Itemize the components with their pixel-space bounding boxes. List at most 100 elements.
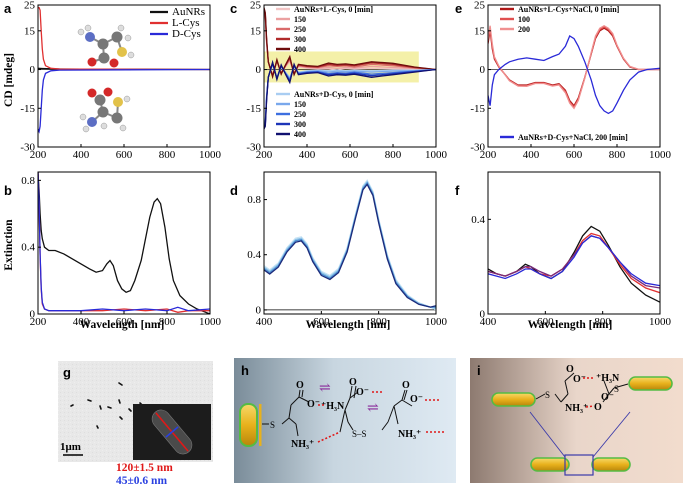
legend-label: 200 <box>518 25 530 34</box>
series-line-b-0 <box>38 173 210 314</box>
series-line-a-2 <box>38 68 210 134</box>
nanorod-h-face <box>259 404 262 446</box>
x-tick-label: 1000 <box>425 149 448 161</box>
series-line-c-4 <box>264 7 436 80</box>
chart-b: 200 400 600 800 1000 0 0.4 0.8 <box>21 171 222 328</box>
cysteine-dimer-structure <box>262 385 413 437</box>
panel-label-g: g <box>63 365 71 380</box>
x-tick-label: 600 <box>566 149 583 161</box>
plot-frame <box>487 171 661 315</box>
x-tick-label: 800 <box>385 149 402 161</box>
chart-a: 200 400 600 800 1000 -30 -15 0 15 25 AuNRsL-CysD-C… <box>20 0 221 161</box>
y-tick-label: 0 <box>30 309 36 321</box>
chart-f: 400 600 800 1000 0 0.4 <box>471 171 672 328</box>
legend-label: L-Cys <box>172 17 200 29</box>
y-tick-label: 0.4 <box>21 242 35 254</box>
h-o-atom-2: O <box>349 377 357 388</box>
x-tick-label: 400 <box>299 149 316 161</box>
x-tick-label: 200 <box>30 149 47 161</box>
i-s-atom-2: S <box>614 384 619 394</box>
h-o-atom-1: O <box>296 380 304 391</box>
h-equilibrium-icon-1: ⇌ <box>319 381 331 396</box>
legend-label: 300 <box>294 35 306 44</box>
x-tick-label: 400 <box>73 316 90 328</box>
ylabel-b: Extinction <box>3 219 15 271</box>
i-nh3: NH₃⁺ <box>565 403 588 414</box>
nanorod-h-icon <box>239 403 258 447</box>
i-o-minus-2: O⁻ <box>601 392 614 403</box>
x-tick-label: 400 <box>256 316 273 328</box>
panel-label-e: e <box>455 1 462 16</box>
y-tick-label: -30 <box>246 142 261 154</box>
nanorod-i-right-icon <box>628 376 673 391</box>
y-tick-label: 15 <box>250 25 262 37</box>
d-cys-molecule-icon <box>79 87 131 133</box>
panel-h-background <box>234 358 456 483</box>
i-o-atom: O <box>566 364 574 375</box>
i-hydrogen-bonds <box>583 377 595 408</box>
legend-label: 400 <box>294 45 306 54</box>
i-o-atom-2: O <box>594 402 602 413</box>
legend-label: 250 <box>294 110 306 119</box>
panel-label-a: a <box>4 1 12 16</box>
plot-frame <box>37 171 211 315</box>
xlabel-f: Wavelength [nm] <box>528 319 613 331</box>
nanorod-i-bottom-right-icon <box>591 457 631 472</box>
y-tick-label: 0 <box>480 64 486 76</box>
x-tick-label: 1000 <box>649 316 672 328</box>
panel-label-h: h <box>241 363 249 378</box>
panel-label-i: i <box>477 363 481 378</box>
nanorod-i-left-icon <box>491 392 536 407</box>
legend-label: 300 <box>294 120 306 129</box>
legend-label: AuNRs+D-Cys, 0 [min] <box>294 90 374 99</box>
y-tick-label: 15 <box>24 25 36 37</box>
y-tick-label: 0.8 <box>21 175 35 187</box>
i-zoom-box <box>564 454 594 476</box>
y-tick-label: 0 <box>480 309 486 321</box>
series-line-a-1 <box>38 6 210 71</box>
panel-label-f: f <box>455 183 460 198</box>
series-line-b-2 <box>38 172 210 312</box>
legend-label: D-Cys <box>172 28 201 40</box>
x-tick-label: 200 <box>30 316 47 328</box>
series-line-f-1 <box>488 232 660 294</box>
legend-label: AuNRs+D-Cys+NaCl, 200 [min] <box>518 133 628 142</box>
legend-label: AuNRs+L-Cys, 0 [min] <box>294 5 373 14</box>
series-line-d-1 <box>264 180 436 310</box>
y-tick-label: 0.4 <box>247 249 261 261</box>
ylabel-a: CD [mdeg] <box>3 53 15 107</box>
chart-e: 200 400 600 800 1000 -30 -15 0 15 25 AuNRs+L-Cys+N… <box>470 0 671 161</box>
panel-label-d: d <box>230 183 238 198</box>
i-linker-structure <box>535 372 629 403</box>
series-line-f-3 <box>488 235 660 287</box>
i-zoom-lines <box>529 411 631 458</box>
x-tick-label: 800 <box>609 149 626 161</box>
panel-label-c: c <box>230 1 237 16</box>
h-o-minus-2: O⁻ <box>356 387 369 398</box>
plot-frame <box>263 171 437 315</box>
y-tick-label: 0.8 <box>247 194 261 206</box>
xlabel-d: Wavelength [nm] <box>306 319 391 331</box>
x-tick-label: 800 <box>594 316 611 328</box>
x-tick-label: 400 <box>480 316 497 328</box>
chart-d: 400 600 800 1000 0 0.4 0.8 <box>247 171 448 328</box>
x-tick-label: 400 <box>523 149 540 161</box>
x-tick-label: 1000 <box>199 316 222 328</box>
y-tick-label: -30 <box>470 142 485 154</box>
nanorod-inset-icon <box>151 409 193 455</box>
y-tick-label: -15 <box>20 103 35 115</box>
x-tick-label: 800 <box>159 149 176 161</box>
h-o-minus-3: O⁻ <box>410 394 423 405</box>
i-o-minus: O⁻ <box>573 374 586 385</box>
y-tick-label: -30 <box>20 142 35 154</box>
legend-label: AuNRs <box>172 6 205 18</box>
h-equilibrium-icon-2: ⇌ <box>367 401 379 416</box>
legend-label: AuNRs+L-Cys+NaCl, 0 [min] <box>518 5 620 14</box>
h-hydrogen-bonds <box>317 391 446 443</box>
h-s-atom: S <box>270 420 275 430</box>
series-line-c-9 <box>264 59 436 130</box>
y-tick-label: 0.4 <box>471 214 485 226</box>
x-tick-label: 200 <box>256 149 273 161</box>
x-tick-label: 1000 <box>649 149 672 161</box>
